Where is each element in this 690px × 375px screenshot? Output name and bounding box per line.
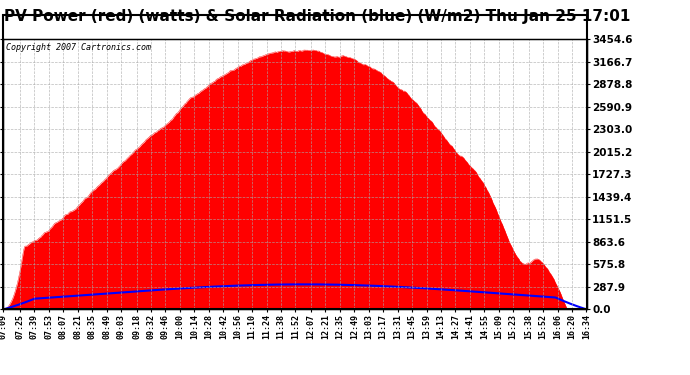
Text: Total PV Power (red) (watts) & Solar Radiation (blue) (W/m2) Thu Jan 25 17:01: Total PV Power (red) (watts) & Solar Rad… <box>0 9 630 24</box>
Text: Copyright 2007 Cartronics.com: Copyright 2007 Cartronics.com <box>6 44 151 52</box>
